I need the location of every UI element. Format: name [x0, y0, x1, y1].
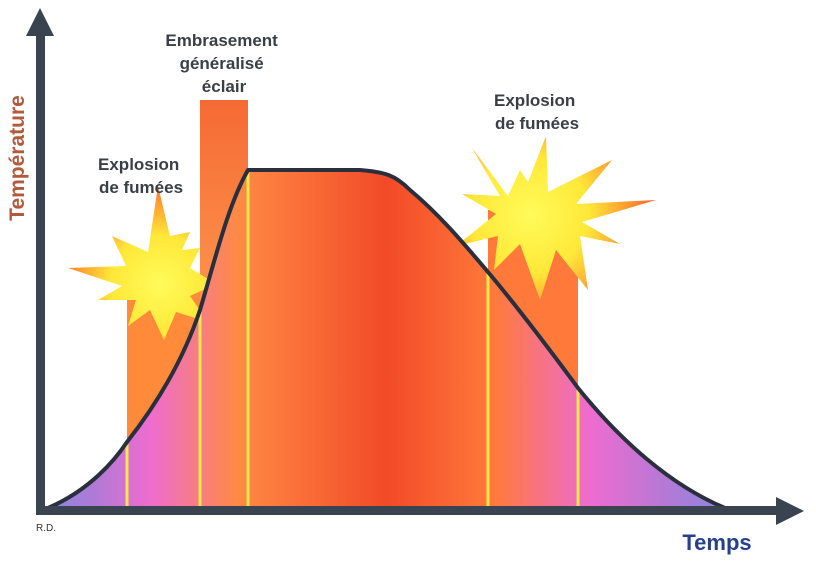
flashover-label-line: généralisé [180, 54, 264, 73]
origin-label: R.D. [36, 523, 56, 534]
x-axis-arrow-icon [776, 497, 804, 525]
temperature-curve [47, 168, 726, 510]
phase-lines [125, 170, 580, 508]
flashover-label: Embrasement généralisé éclair [165, 31, 282, 96]
x-axis [36, 506, 784, 515]
smoke-explosion-left-label-line: Explosion [98, 155, 179, 174]
flashover-label-line: éclair [202, 77, 247, 96]
explosion-burst-icon [68, 186, 216, 340]
smoke-explosion-left-label: Explosion de fumées [98, 155, 184, 197]
smoke-explosion-right-label-line: de fumées [495, 114, 579, 133]
smoke-explosion-right-label: Explosion de fumées [494, 91, 580, 133]
y-axis-label: Température [6, 95, 29, 221]
axes [26, 8, 804, 525]
x-axis-label: Temps [682, 530, 751, 555]
y-axis-arrow-icon [26, 8, 54, 36]
smoke-explosion-right-label-line: Explosion [494, 91, 575, 110]
flashover-label-line: Embrasement [165, 31, 278, 50]
explosion-burst-icon [456, 136, 656, 300]
smoke-explosion-left-label-line: de fumées [99, 178, 183, 197]
y-axis [36, 30, 45, 512]
